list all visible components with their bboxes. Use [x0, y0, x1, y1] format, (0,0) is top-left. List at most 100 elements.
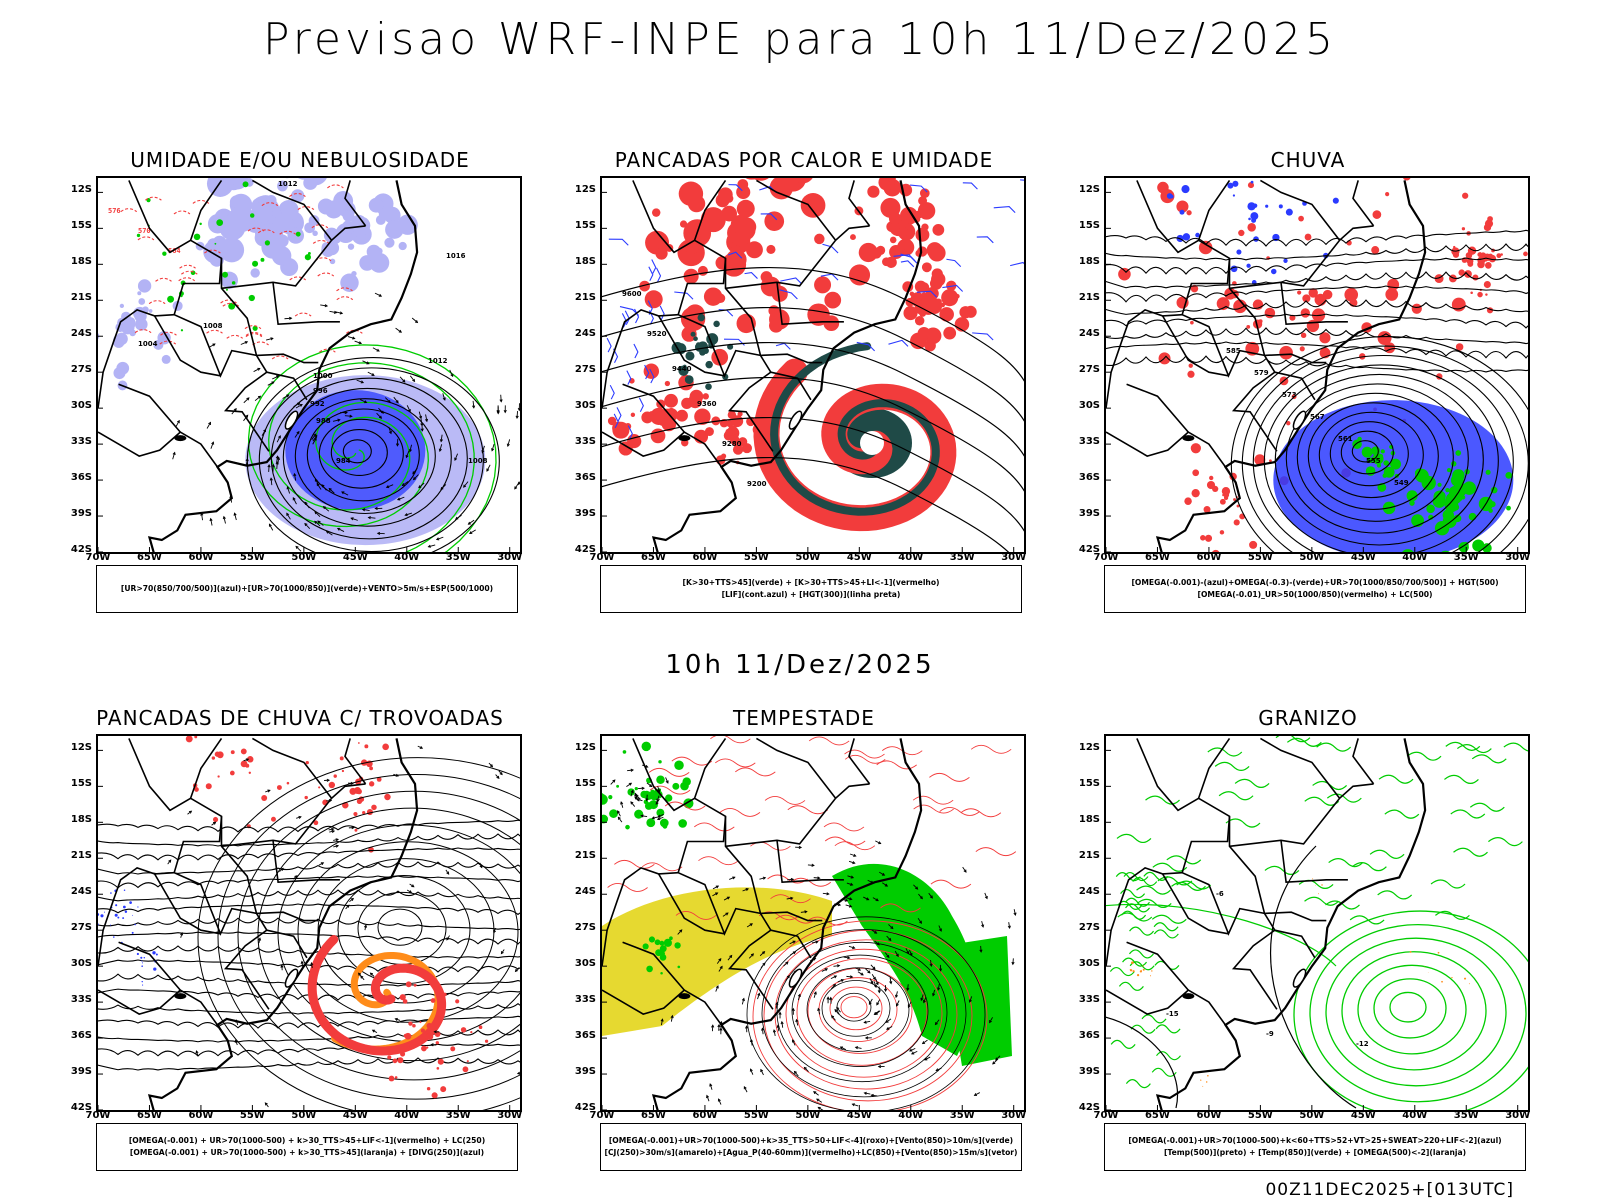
omega-green [1485, 469, 1491, 475]
wind850-vector [620, 801, 624, 805]
contour-label: 1008 [203, 322, 223, 330]
wind850-green [602, 794, 608, 805]
wind850-vector [732, 876, 736, 880]
thunder-red [211, 756, 216, 760]
omega-green [1409, 500, 1415, 506]
streamline-arrow [500, 951, 504, 955]
omega-blue [1236, 249, 1242, 255]
humidity-1000-green [231, 281, 236, 285]
omega500-orange [1151, 970, 1153, 972]
wind-vector [326, 530, 333, 536]
wind-vector [399, 376, 406, 383]
lake [678, 993, 691, 1000]
k-tts-green [699, 342, 706, 349]
temp850-green-contour [1453, 847, 1488, 857]
contour-label: 561 [1338, 435, 1353, 443]
border-line [1136, 180, 1200, 254]
thickness-red-contour [192, 199, 210, 204]
wind850-vector [741, 998, 745, 1005]
wind-vector [439, 444, 443, 452]
lif-blue-contour [616, 407, 622, 422]
wind850-vector [813, 991, 817, 998]
wind850-vector [762, 876, 767, 880]
streamline-arrow [360, 975, 364, 979]
thunder-red [240, 760, 248, 768]
wind850-vector [849, 853, 856, 857]
wind-vector [341, 491, 345, 495]
k-tts-green [684, 375, 694, 384]
wind850-vector [818, 1106, 824, 1110]
longitude-tick-label: 65W [640, 1110, 666, 1121]
border-line [153, 873, 221, 935]
panel-chuva: CHUVA 12S 15S 18S 21S 24S 27S 30S 33S 36S 39S 42S 70… [1068, 148, 1548, 618]
latitude-tick-label: 27S [574, 922, 596, 934]
lif-blue-contour [822, 243, 839, 254]
longitude-tick-label: 50W [291, 1110, 317, 1121]
k-tts-li-red [823, 315, 840, 332]
wind850-green [658, 760, 662, 764]
wind850-vector [719, 1027, 723, 1031]
humidity-1000-green [136, 233, 141, 238]
omega-blue [1232, 180, 1239, 187]
temp850-green-contour [1471, 754, 1507, 764]
wind-vector [296, 430, 300, 435]
wind850-green [654, 939, 661, 946]
wind850-vector [636, 798, 643, 802]
wind-vector [395, 400, 399, 404]
border-line [755, 737, 837, 799]
wind-vector [234, 513, 237, 521]
lif-blue-contour [633, 343, 639, 359]
temp850-green-contour [1445, 741, 1481, 751]
contour-label: -12 [1356, 1040, 1369, 1048]
omega-ur-red [1477, 291, 1483, 298]
wind-vector [278, 435, 281, 439]
latitude-tick-label: 39S [1078, 508, 1100, 520]
agua-p-red-contour [960, 808, 1002, 818]
wind-vector [317, 520, 324, 526]
panel-legend: [K>30+TTS>45](verde) + [K>30+TTS>45+LI<-… [600, 565, 1022, 613]
thunder-red [409, 1042, 416, 1050]
omega-green [1383, 466, 1395, 478]
wind-vector [388, 426, 392, 434]
divg-blue [98, 913, 100, 916]
border-line [848, 738, 871, 785]
wind850-vector [640, 814, 644, 818]
k-tts-li-red [931, 268, 943, 280]
agua-p-red-contour [785, 948, 943, 1078]
longitude-tick-label: 35W [949, 552, 975, 563]
wind850-vector [641, 786, 645, 790]
latitude-tick-label: 24S [70, 328, 92, 340]
wind850-green [616, 784, 620, 788]
wind850-vector [791, 1007, 795, 1012]
wind850-vector [920, 994, 924, 1001]
lif-blue-contour [962, 182, 978, 190]
wind850-vector [729, 954, 733, 959]
wind850-vector [969, 996, 973, 1003]
latitude-tick-label: 15S [70, 778, 92, 790]
omega-ur-red [1188, 363, 1193, 368]
streamline-250 [98, 917, 520, 931]
wind-vector [337, 418, 341, 422]
lif-blue-contour [976, 236, 994, 244]
longitude-tick-label: 35W [949, 1110, 975, 1121]
wind-vector [244, 341, 249, 345]
wind-vector [359, 399, 367, 403]
thunder-red [368, 781, 375, 787]
contour-label: 549 [1394, 479, 1409, 487]
wind850-vector [824, 968, 829, 972]
latitude-tick-label: 12S [1078, 184, 1100, 196]
omega500-orange [1202, 1085, 1204, 1087]
wind850-vector [759, 877, 766, 880]
wind850-vector [917, 917, 922, 924]
wind-vector [289, 316, 293, 320]
wind850-vector [989, 1020, 992, 1024]
wind850-vector [962, 866, 967, 873]
omega-green [1372, 453, 1384, 465]
border-line [755, 179, 837, 241]
streamline-250 [217, 773, 520, 1100]
wind850-vector [1013, 909, 1016, 916]
border-line [272, 282, 340, 326]
wind-vector [286, 394, 290, 398]
agua-p-red-contour [790, 877, 832, 887]
